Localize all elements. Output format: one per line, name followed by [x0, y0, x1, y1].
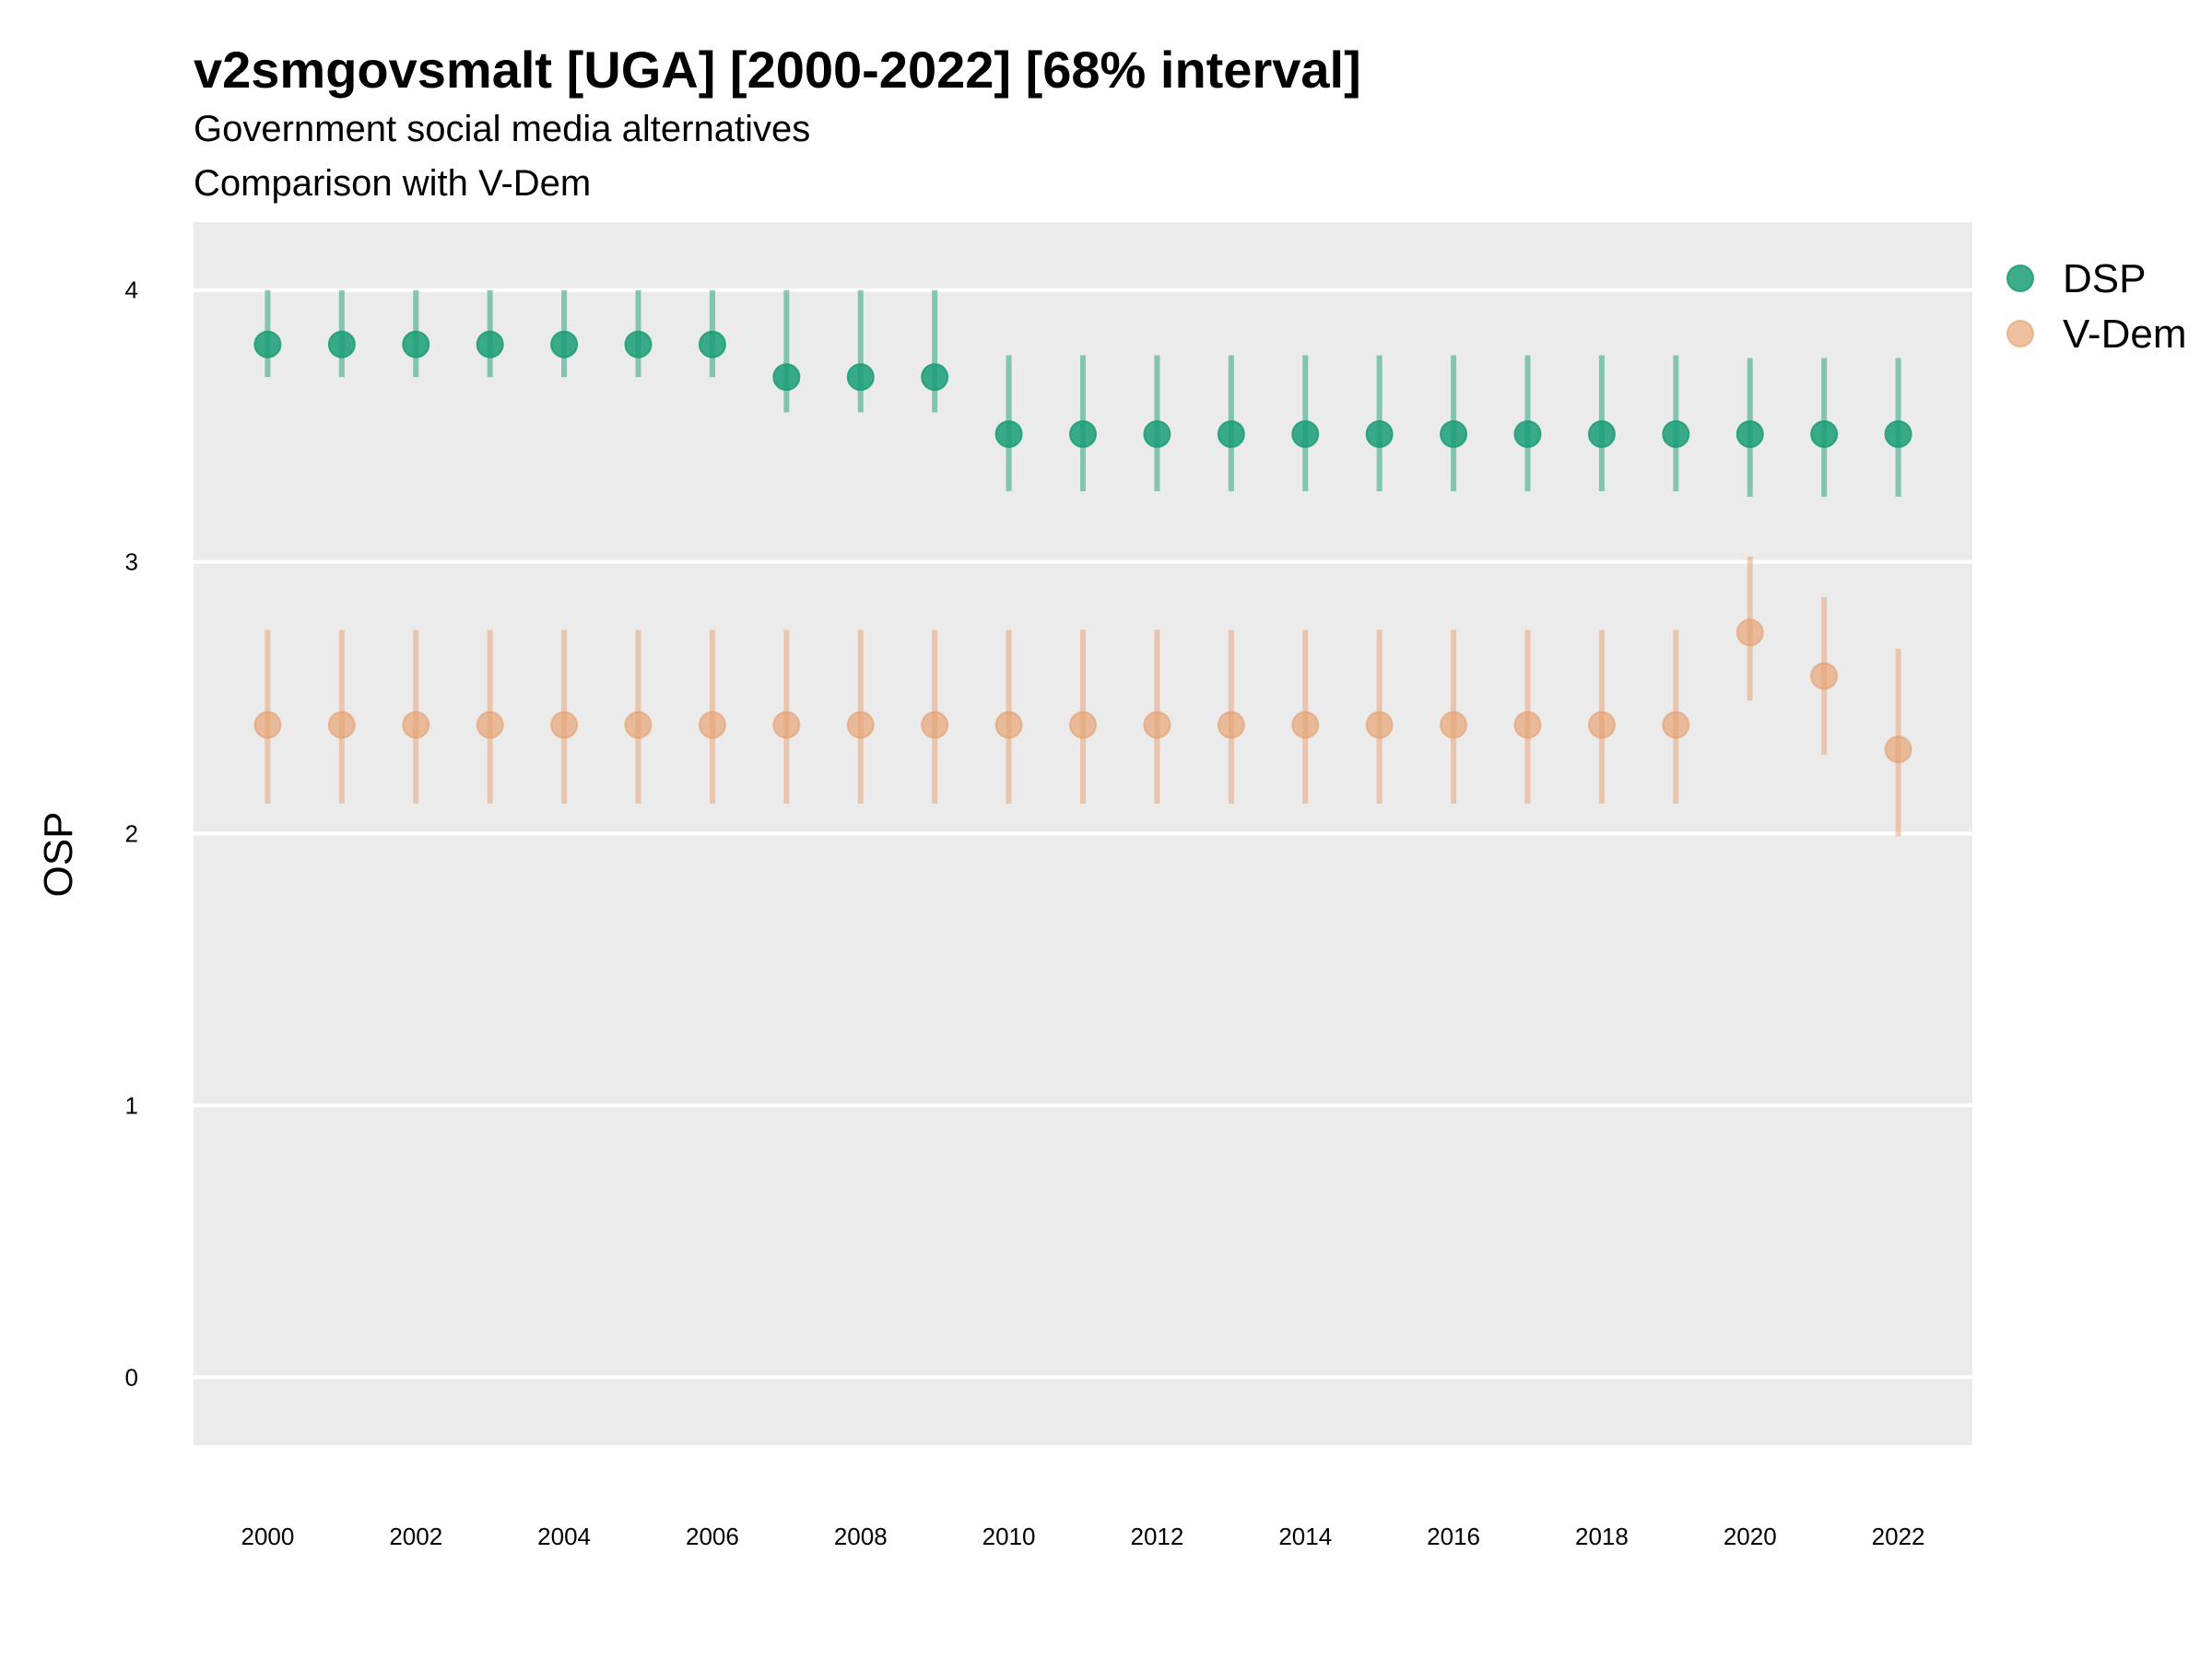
x-tick-label: 2004	[537, 1523, 591, 1550]
legend-swatch-dsp	[2006, 265, 2034, 292]
point-v-dem	[1735, 618, 1764, 647]
point-dsp	[1810, 420, 1839, 449]
point-dsp	[698, 330, 726, 359]
legend-swatch-v-dem	[2006, 320, 2034, 347]
y-axis-label: OSP	[36, 812, 81, 898]
point-v-dem	[698, 711, 726, 739]
point-v-dem	[1440, 711, 1468, 739]
x-tick-label: 2008	[834, 1523, 888, 1550]
point-v-dem	[402, 711, 430, 739]
point-dsp	[846, 363, 875, 392]
x-tick-label: 2012	[1130, 1523, 1183, 1550]
point-dsp	[1069, 420, 1097, 449]
point-v-dem	[1217, 711, 1245, 739]
point-v-dem	[921, 711, 949, 739]
series-dsp	[253, 289, 1912, 497]
point-v-dem	[1662, 711, 1690, 739]
point-dsp	[1291, 420, 1320, 449]
x-tick-label: 2022	[1872, 1523, 1925, 1550]
point-dsp	[327, 330, 356, 359]
y-tick-label: 0	[125, 1363, 138, 1391]
point-dsp	[624, 330, 653, 359]
point-v-dem	[1513, 711, 1542, 739]
x-axis-ticks: 2000 2002 2004 2006 2008 2010 2012 2014 2016 2018…	[241, 1523, 1924, 1550]
point-dsp	[253, 330, 282, 359]
y-tick-label: 1	[125, 1091, 138, 1119]
point-dsp	[402, 330, 430, 359]
chart-title: v2smgovsmalt [UGA] [2000-2022] [68% inte…	[194, 41, 1361, 99]
point-v-dem	[1587, 711, 1616, 739]
point-v-dem	[772, 711, 801, 739]
x-tick-label: 2014	[1278, 1523, 1332, 1550]
y-tick-label: 4	[125, 276, 138, 304]
point-dsp	[550, 330, 579, 359]
point-dsp	[1440, 420, 1468, 449]
y-tick-label: 2	[125, 820, 138, 848]
legend: DSP V-Dem	[2006, 256, 2186, 357]
point-dsp	[1365, 420, 1394, 449]
point-v-dem	[327, 711, 356, 739]
series-v-dem	[253, 556, 1912, 837]
point-v-dem	[1069, 711, 1097, 739]
point-dsp	[1513, 420, 1542, 449]
x-tick-label: 2000	[241, 1523, 294, 1550]
point-v-dem	[624, 711, 653, 739]
point-v-dem	[1884, 735, 1912, 764]
x-tick-label: 2016	[1427, 1523, 1480, 1550]
x-tick-label: 2002	[389, 1523, 442, 1550]
point-dsp	[1662, 420, 1690, 449]
x-tick-label: 2018	[1575, 1523, 1629, 1550]
y-axis-ticks: 0 1 2 3 4	[125, 276, 138, 1392]
x-tick-label: 2010	[982, 1523, 1036, 1550]
point-v-dem	[1291, 711, 1320, 739]
point-dsp	[1143, 420, 1171, 449]
y-tick-label: 3	[125, 548, 138, 576]
point-v-dem	[550, 711, 579, 739]
gridlines	[194, 288, 1972, 1380]
point-v-dem	[1143, 711, 1171, 739]
point-dsp	[1735, 420, 1764, 449]
legend-label-dsp: DSP	[2063, 256, 2146, 301]
point-v-dem	[994, 711, 1023, 739]
x-tick-label: 2006	[686, 1523, 739, 1550]
point-v-dem	[846, 711, 875, 739]
chart-marks	[253, 289, 1912, 837]
x-tick-label: 2020	[1724, 1523, 1777, 1550]
point-dsp	[1587, 420, 1616, 449]
point-dsp	[994, 420, 1023, 449]
chart-caption: Comparison with V-Dem	[194, 163, 591, 204]
chart-subtitle: Government social media alternatives	[194, 109, 810, 149]
point-dsp	[1217, 420, 1245, 449]
legend-label-v-dem: V-Dem	[2063, 312, 2186, 357]
point-v-dem	[476, 711, 504, 739]
point-dsp	[476, 330, 504, 359]
point-v-dem	[1810, 662, 1839, 690]
point-v-dem	[1365, 711, 1394, 739]
point-dsp	[921, 363, 949, 392]
point-dsp	[1884, 420, 1912, 449]
point-dsp	[772, 363, 801, 392]
point-v-dem	[253, 711, 282, 739]
